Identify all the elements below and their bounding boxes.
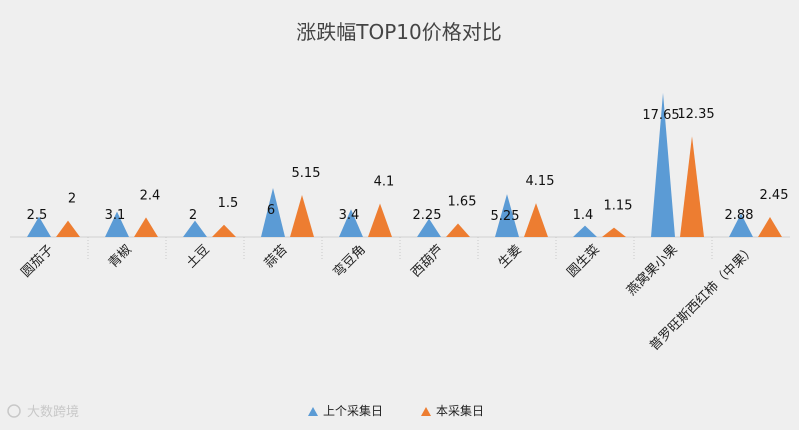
plot-area: 2.5 3.1 2 6 3.4 2.25 5.25 1.4 17.65 2.88 2 2.4 1.5 5.…: [10, 92, 790, 354]
series-1-data-label-5: 3.4: [339, 208, 360, 223]
series-1-data-label-7: 5.25: [491, 209, 520, 224]
series-1-peak-1: [27, 216, 51, 237]
series-2-data-label-1: 2: [68, 192, 76, 207]
watermark-logo: [7, 404, 21, 418]
series-2-peak-1: [56, 220, 80, 237]
watermark-text: 大数跨境: [27, 405, 79, 420]
legend-item-series-1: 上个采集日: [308, 403, 383, 418]
legend-marker-series-2: [421, 407, 431, 416]
series-1-data-label-2: 3.1: [105, 208, 126, 223]
series-1-peak-10: [729, 213, 753, 237]
series-1-peak-6: [417, 218, 441, 237]
series-1-peak-9: [651, 92, 675, 237]
series-2-peak-6: [446, 223, 470, 237]
series-1-data-label-10: 2.88: [725, 208, 754, 223]
category-label-4: 蒜苔: [262, 242, 291, 271]
series-2-peak-7: [524, 203, 548, 237]
category-label-8: 圆生菜: [565, 242, 603, 280]
series-2-data-label-10: 2.45: [760, 188, 789, 203]
series-1-data-label-9: 17.65: [642, 108, 679, 123]
category-label-3: 土豆: [184, 242, 213, 271]
series-1-data-label-3: 2: [189, 208, 197, 223]
series-2-data-label-7: 4.15: [526, 174, 555, 189]
series-2-peak-3: [212, 224, 236, 237]
series-2-data-label-5: 4.1: [374, 175, 395, 190]
series-2-peak-9: [680, 136, 704, 237]
series-2-data-label-4: 5.15: [292, 166, 321, 181]
series-2-peak-2: [134, 217, 158, 237]
legend-item-series-2: 本采集日: [421, 403, 484, 418]
series-1-data-label-4: 6: [267, 203, 275, 218]
series-2-data-label-3: 1.5: [218, 196, 239, 211]
category-label-6: 西葫芦: [409, 242, 447, 280]
series-2-data-label-6: 1.65: [448, 195, 477, 210]
series-1-peak-4: [261, 188, 285, 237]
series-2-data-label-9: 12.35: [677, 107, 714, 122]
category-label-9: 燕窝果小果: [624, 242, 681, 299]
series-2-data-label-8: 1.15: [604, 199, 633, 214]
series-2-peak-8: [602, 227, 626, 237]
series-1-data-label-6: 2.25: [413, 208, 442, 223]
legend-label-series-2: 本采集日: [436, 403, 484, 418]
series-1-peak-5: [339, 209, 363, 237]
category-label-1: 圆茄子: [19, 242, 57, 280]
legend-marker-series-1: [308, 407, 318, 416]
series-1-data-label-1: 2.5: [27, 208, 48, 223]
legend-label-series-1: 上个采集日: [323, 403, 383, 418]
series-2-peak-4: [290, 194, 314, 237]
category-label-7: 生姜: [496, 242, 525, 271]
series-2-data-label-2: 2.4: [140, 188, 161, 203]
legend: 上个采集日 本采集日: [308, 403, 484, 418]
category-label-5: 弯豆角: [330, 242, 369, 281]
series-2-peak-5: [368, 203, 392, 237]
series-1-peak-2: [105, 211, 129, 237]
series-1-peak-8: [573, 225, 597, 237]
series-2-peak-10: [758, 216, 782, 237]
series-1-peak-7: [495, 194, 519, 237]
series-1-peak-3: [183, 220, 207, 237]
category-label-2: 青椒: [106, 242, 135, 271]
chart-title: 涨跌幅TOP10价格对比: [296, 20, 501, 44]
series-1-data-label-8: 1.4: [573, 208, 594, 223]
watermark: 大数跨境: [7, 404, 79, 420]
